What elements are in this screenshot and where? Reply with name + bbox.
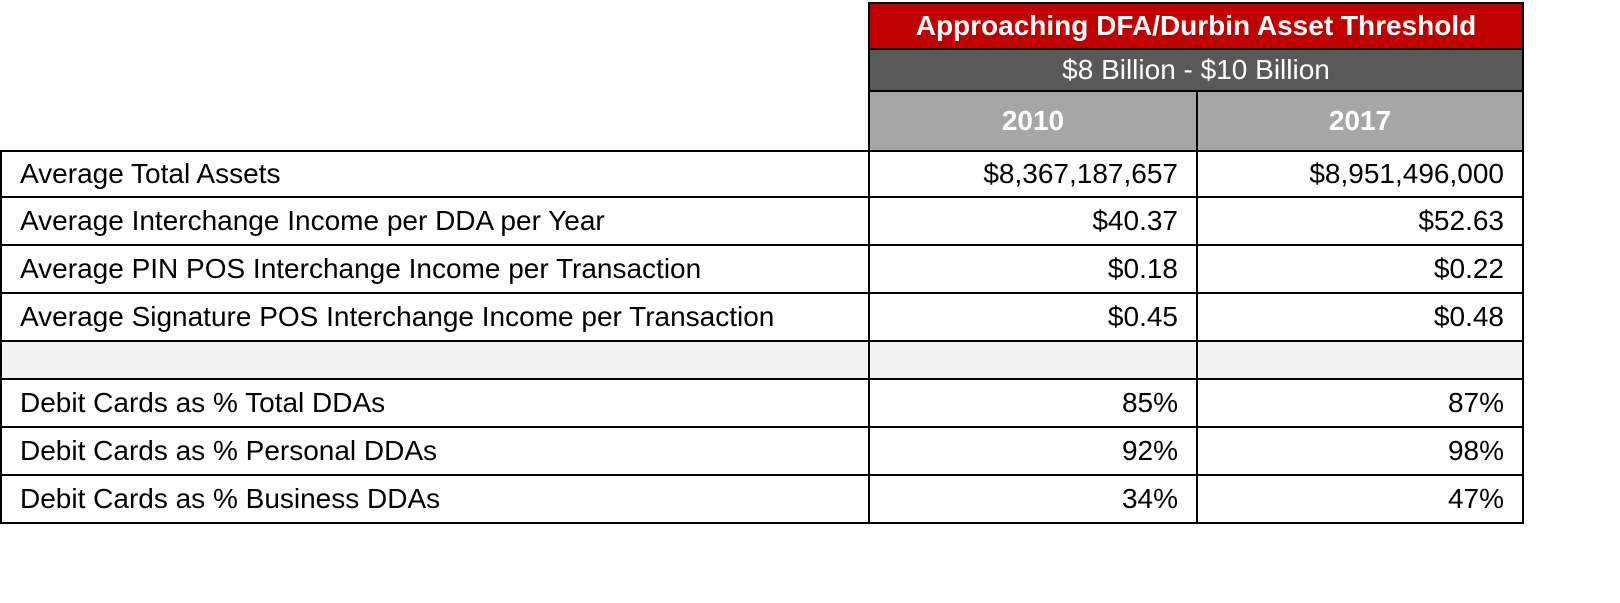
row-label: Average Signature POS Interchange Income… (0, 294, 868, 342)
value-cell-2010: $40.37 (868, 198, 1196, 246)
column-header-2010: 2010 (868, 92, 1196, 152)
value-cell-2017: $0.22 (1196, 246, 1524, 294)
table-title: Approaching DFA/Durbin Asset Threshold (868, 2, 1524, 50)
value-cell-2017: $0.48 (1196, 294, 1524, 342)
row-label: Debit Cards as % Personal DDAs (0, 428, 868, 476)
row-label: Average Interchange Income per DDA per Y… (0, 198, 868, 246)
value-cell-2010: 92% (868, 428, 1196, 476)
value-cell-2017: 87% (1196, 380, 1524, 428)
value-cell-2017: 98% (1196, 428, 1524, 476)
value-cell-2010 (868, 342, 1196, 380)
row-label: Debit Cards as % Business DDAs (0, 476, 868, 524)
value-cell-2017 (1196, 342, 1524, 380)
value-cell-2017: $8,951,496,000 (1196, 150, 1524, 198)
value-cell-2017: $52.63 (1196, 198, 1524, 246)
value-cell-2010: 85% (868, 380, 1196, 428)
value-cell-2010: 34% (868, 476, 1196, 524)
row-label: Average Total Assets (0, 150, 868, 198)
row-label: Debit Cards as % Total DDAs (0, 380, 868, 428)
value-cell-2010: $0.18 (868, 246, 1196, 294)
row-label (0, 342, 868, 380)
value-cell-2017: 47% (1196, 476, 1524, 524)
column-header-2017: 2017 (1196, 92, 1524, 152)
value-cell-2010: $0.45 (868, 294, 1196, 342)
row-label: Average PIN POS Interchange Income per T… (0, 246, 868, 294)
table-subtitle: $8 Billion - $10 Billion (868, 50, 1524, 92)
value-cell-2010: $8,367,187,657 (868, 150, 1196, 198)
